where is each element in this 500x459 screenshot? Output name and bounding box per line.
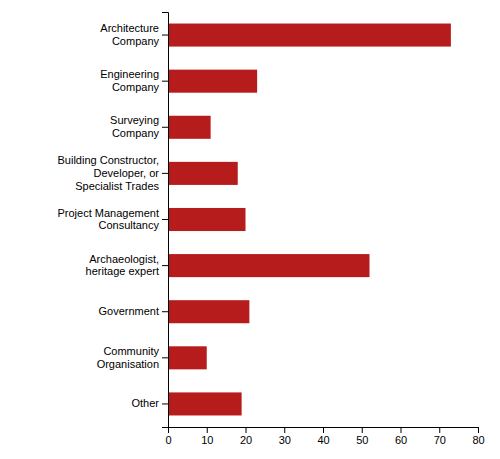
tick-label-line: heritage expert <box>86 265 159 277</box>
y-axis: Other CommunityOrganisation Government Arch… <box>58 13 169 428</box>
tick: 30 <box>279 427 291 446</box>
tick-mark <box>323 427 324 433</box>
x-axis: 0 10 20 30 40 50 60 70 80 <box>165 427 484 446</box>
tick-mark <box>162 265 168 266</box>
tick-label-line: Architecture <box>100 22 159 34</box>
tick-label-line: Government <box>98 305 159 317</box>
tick-label-line: Company <box>112 127 160 139</box>
tick-label-line: Specialist Trades <box>75 180 159 192</box>
tick-mark <box>162 35 168 36</box>
tick-label: ArchitectureCompany <box>100 22 159 47</box>
bar <box>168 392 242 415</box>
tick-mark <box>162 403 168 404</box>
tick-label-line: Consultancy <box>98 219 159 231</box>
tick-label-line: Building Constructor, <box>58 154 160 166</box>
tick-mark <box>478 427 479 433</box>
tick-label: Building Constructor,Developer, orSpecia… <box>58 154 160 191</box>
tick-label-line: Company <box>112 35 160 47</box>
tick: EngineeringCompany <box>100 68 168 93</box>
tick-label-line: Organisation <box>97 358 159 370</box>
bar <box>168 254 370 277</box>
tick-label: Project ManagementConsultancy <box>58 207 160 232</box>
tick: SurveyingCompany <box>110 114 168 139</box>
tick: 70 <box>434 427 446 446</box>
bar <box>168 116 211 139</box>
bar <box>168 208 246 231</box>
tick-mark <box>246 427 247 433</box>
tick-label-line: Other <box>131 397 159 409</box>
tick-label: 40 <box>317 434 329 446</box>
tick: 60 <box>395 427 407 446</box>
tick-label: Archaeologist,heritage expert <box>86 253 159 278</box>
tick: 20 <box>240 427 252 446</box>
tick-label: Government <box>98 305 159 317</box>
bar <box>168 24 451 47</box>
chart: 0 10 20 30 40 50 60 70 80 Other CommunityOrganisat… <box>0 0 500 459</box>
tick: Other <box>131 397 168 409</box>
tick-label: 50 <box>356 434 368 446</box>
tick-mark <box>162 357 168 358</box>
tick: 40 <box>317 427 329 446</box>
tick-mark <box>162 81 168 82</box>
tick-mark <box>439 427 440 433</box>
tick-mark <box>162 219 168 220</box>
tick-label-line: Surveying <box>110 114 159 126</box>
tick-label: 80 <box>472 434 484 446</box>
tick: Archaeologist,heritage expert <box>86 253 168 278</box>
tick-label: 30 <box>279 434 291 446</box>
tick: Building Constructor,Developer, orSpecia… <box>58 154 169 191</box>
tick: ArchitectureCompany <box>100 22 168 47</box>
bar <box>168 162 238 185</box>
tick-label-line: Archaeologist, <box>89 253 159 265</box>
tick-mark <box>362 427 363 433</box>
tick: 10 <box>201 427 213 446</box>
tick-label: Other <box>131 397 159 409</box>
bar <box>168 346 207 369</box>
tick-mark <box>162 173 168 174</box>
tick: Project ManagementConsultancy <box>58 207 169 232</box>
tick: 80 <box>472 427 484 446</box>
tick-label-line: Company <box>112 81 160 93</box>
tick-label: SurveyingCompany <box>110 114 159 139</box>
tick-mark <box>284 427 285 433</box>
bars <box>168 24 451 416</box>
tick-label: CommunityOrganisation <box>97 345 160 370</box>
tick-label: EngineeringCompany <box>100 68 159 93</box>
tick-label-line: Developer, or <box>94 167 160 179</box>
tick-label-line: Community <box>103 345 159 357</box>
tick-label: 70 <box>434 434 446 446</box>
tick: CommunityOrganisation <box>97 345 168 370</box>
axis-line <box>169 428 479 434</box>
tick-label: 0 <box>165 434 171 446</box>
axis-line <box>162 13 169 428</box>
tick: 0 <box>165 427 171 446</box>
bar <box>168 70 257 93</box>
tick: 50 <box>356 427 368 446</box>
tick-mark <box>162 127 168 128</box>
tick-label-line: Project Management <box>58 207 160 219</box>
bar <box>168 300 249 323</box>
tick-mark <box>162 311 168 312</box>
plot-area: 0 10 20 30 40 50 60 70 80 Other CommunityOrganisat… <box>58 13 485 446</box>
tick-mark <box>401 427 402 433</box>
tick-label: 20 <box>240 434 252 446</box>
tick: Government <box>98 305 168 317</box>
tick-mark <box>207 427 208 433</box>
tick-label: 10 <box>201 434 213 446</box>
tick-label: 60 <box>395 434 407 446</box>
tick-label-line: Engineering <box>100 68 159 80</box>
